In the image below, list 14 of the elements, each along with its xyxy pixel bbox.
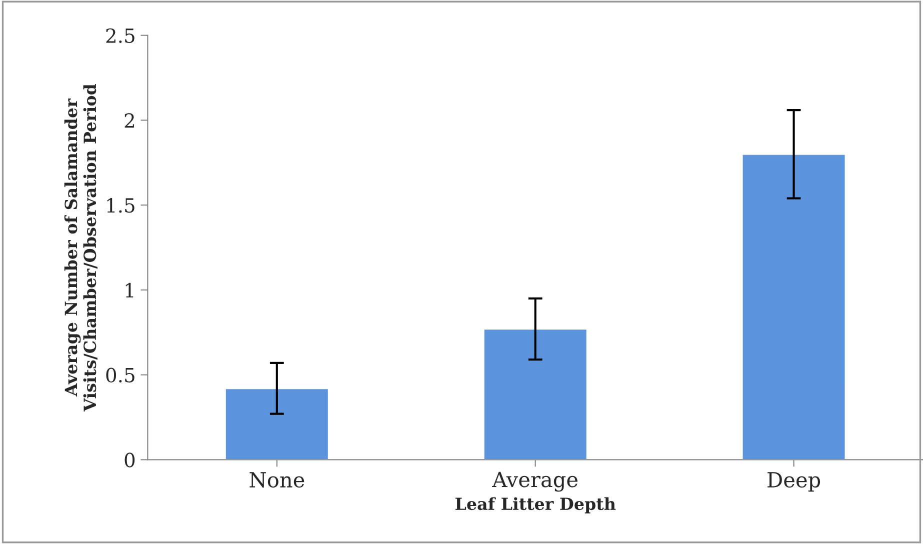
y-tick-label: 2 bbox=[124, 113, 134, 128]
bar bbox=[482, 328, 588, 460]
y-tick-label: 0.5 bbox=[106, 368, 134, 382]
x-tick-label: None bbox=[250, 472, 304, 488]
x-tick-label: Deep bbox=[768, 472, 820, 492]
x-axis-title: Leaf Litter Depth bbox=[455, 497, 616, 514]
y-tick-label: 0 bbox=[124, 452, 135, 468]
x-tick-label: Average bbox=[492, 472, 578, 492]
y-tick-label: 1 bbox=[126, 282, 134, 298]
y-tick-label: 2.5 bbox=[106, 28, 134, 44]
bar bbox=[741, 153, 846, 460]
y-axis-title: Average Number of Salamander Visits/Chamber/Observation Period bbox=[64, 84, 98, 412]
bar bbox=[224, 388, 330, 460]
y-tick-label: 1.5 bbox=[107, 198, 134, 213]
